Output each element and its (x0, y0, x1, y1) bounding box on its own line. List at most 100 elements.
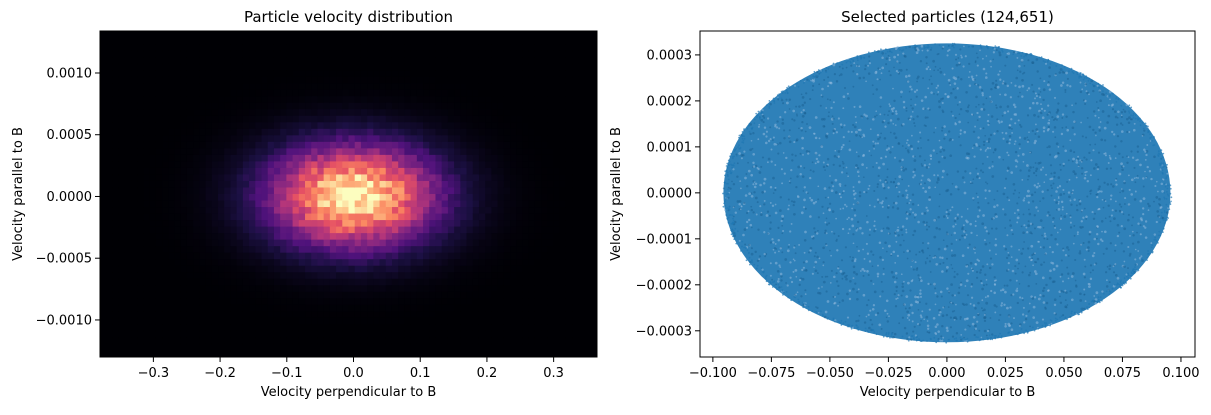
heatmap-cell (100, 311, 107, 318)
scatter-point (877, 186, 879, 188)
heatmap-cell (100, 103, 107, 110)
heatmap-cell (206, 44, 213, 51)
heatmap-cell (435, 337, 442, 344)
heatmap-cell (255, 77, 262, 84)
heatmap-cell (317, 305, 324, 312)
heatmap-cell (349, 187, 356, 194)
heatmap-cell (386, 187, 393, 194)
heatmap-cell (373, 155, 380, 162)
scatter-point (906, 332, 908, 334)
heatmap-cell (218, 344, 225, 351)
heatmap-cell (467, 116, 474, 123)
heatmap-cell (355, 83, 362, 90)
heatmap-cell (330, 259, 337, 266)
heatmap-cell (280, 38, 287, 45)
heatmap-cell (498, 311, 505, 318)
heatmap-cell (491, 253, 498, 260)
heatmap-cell (423, 161, 430, 168)
heatmap-cell (442, 324, 449, 331)
heatmap-cell (373, 187, 380, 194)
heatmap-cell (460, 331, 467, 338)
heatmap-cell (554, 324, 561, 331)
heatmap-cell (299, 207, 306, 214)
heatmap-cell (442, 77, 449, 84)
scatter-point (809, 249, 811, 251)
scatter-point (793, 246, 795, 248)
heatmap-cell (448, 266, 455, 273)
heatmap-cell (175, 168, 182, 175)
heatmap-cell (317, 103, 324, 110)
heatmap-cell (404, 174, 411, 181)
scatter-point (912, 320, 914, 322)
scatter-point (852, 233, 854, 235)
heatmap-cell (554, 240, 561, 247)
heatmap-cell (485, 318, 492, 325)
scatter-point (1005, 248, 1008, 251)
heatmap-cell (125, 70, 132, 77)
heatmap-cell (280, 233, 287, 240)
heatmap-cell (485, 90, 492, 97)
heatmap-cell (224, 161, 231, 168)
heatmap-cell (448, 259, 455, 266)
heatmap-cell (330, 77, 337, 84)
heatmap-cell (373, 96, 380, 103)
heatmap-cell (535, 318, 542, 325)
heatmap-cell (274, 174, 281, 181)
heatmap-cell (119, 44, 126, 51)
scatter-point (880, 157, 882, 159)
heatmap-cell (442, 311, 449, 318)
heatmap-cell (554, 344, 561, 351)
heatmap-cell (398, 142, 405, 149)
heatmap-cell (181, 220, 188, 227)
heatmap-cell (286, 344, 293, 351)
heatmap-cell (442, 337, 449, 344)
heatmap-cell (324, 214, 331, 221)
heatmap-cell (199, 103, 206, 110)
heatmap-cell (516, 103, 523, 110)
heatmap-cell (212, 324, 219, 331)
heatmap-cell (554, 214, 561, 221)
heatmap-cell (143, 181, 150, 188)
scatter-point (982, 214, 985, 217)
scatter-point (859, 191, 861, 193)
heatmap-cell (262, 31, 269, 38)
heatmap-cell (460, 70, 467, 77)
heatmap-cell (230, 122, 237, 129)
heatmap-cell (392, 324, 399, 331)
heatmap-cell (554, 116, 561, 123)
heatmap-cell (491, 155, 498, 162)
heatmap-cell (243, 201, 250, 208)
heatmap-cell (516, 305, 523, 312)
heatmap-cell (224, 311, 231, 318)
heatmap-cell (162, 129, 169, 136)
scatter-point (784, 258, 787, 261)
heatmap-cell (442, 187, 449, 194)
heatmap-cell (168, 77, 175, 84)
heatmap-cell (510, 161, 517, 168)
heatmap-cell (112, 220, 119, 227)
heatmap-cell (293, 161, 300, 168)
heatmap-cell (380, 285, 387, 292)
heatmap-cell (330, 161, 337, 168)
heatmap-cell (131, 161, 138, 168)
heatmap-cell (336, 129, 343, 136)
scatter-point (872, 93, 874, 95)
heatmap-cell (305, 227, 312, 234)
heatmap-cell (578, 227, 585, 234)
heatmap-cell (572, 116, 579, 123)
scatter-point (933, 93, 935, 95)
heatmap-cell (305, 51, 312, 58)
heatmap-cell (156, 109, 163, 116)
heatmap-cell (299, 77, 306, 84)
scatter-point (943, 239, 945, 241)
heatmap-cell (162, 57, 169, 64)
heatmap-cell (541, 272, 548, 279)
heatmap-cell (305, 96, 312, 103)
heatmap-cell (404, 292, 411, 299)
heatmap-cell (125, 246, 132, 253)
heatmap-cell (342, 259, 349, 266)
heatmap-cell (454, 324, 461, 331)
heatmap-cell (423, 70, 430, 77)
heatmap-cell (156, 305, 163, 312)
heatmap-cell (504, 227, 511, 234)
